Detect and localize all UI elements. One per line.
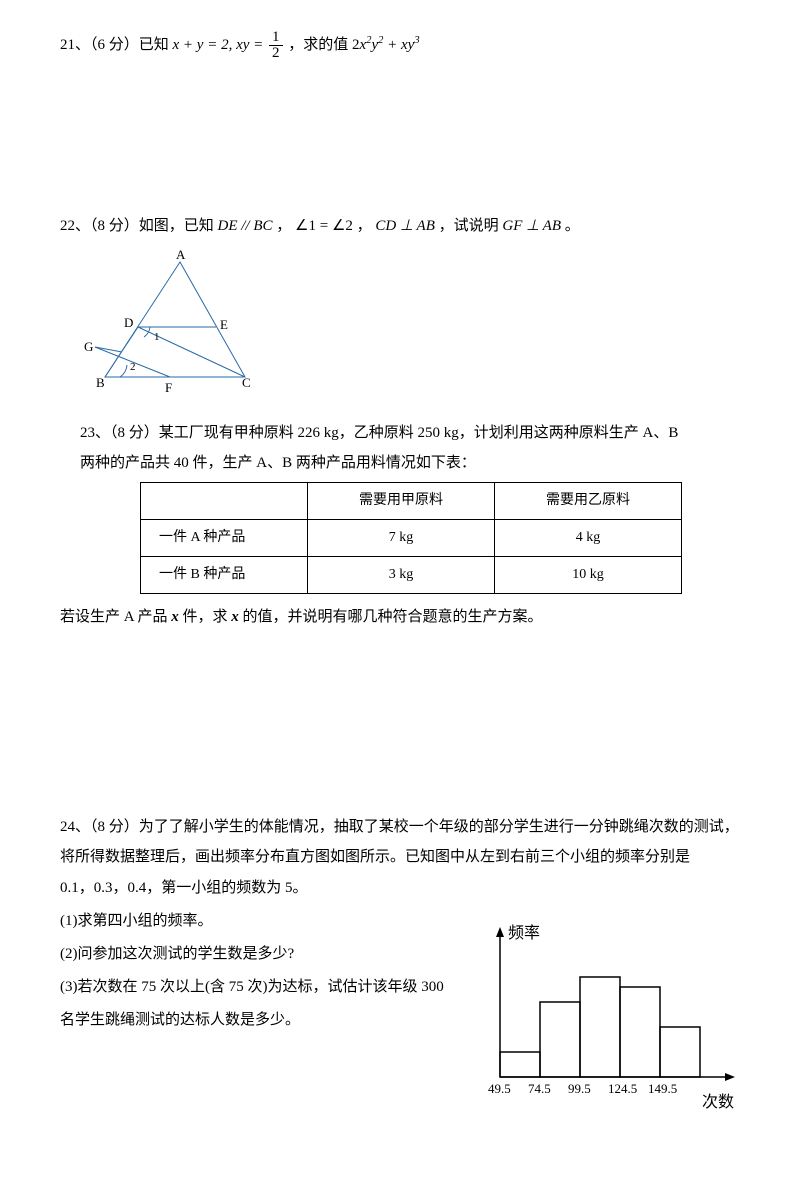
q22-p2: ∠1 = ∠2 — [295, 218, 353, 234]
q24-line7: 名学生跳绳测试的达标人数是多少。 — [60, 1004, 470, 1037]
lbl-D: D — [124, 315, 133, 330]
q21-eq1: x + y = 2, xy = — [173, 37, 268, 53]
q22-p1: DE // BC — [218, 218, 273, 234]
q22-mid: ，试说明 — [439, 218, 499, 234]
cell-r2c2: 3 kg — [308, 557, 495, 594]
svg-text:次数: 次数 — [702, 1093, 734, 1111]
q23-x2: x — [231, 609, 239, 625]
cell-r1c1: 一件 A 种产品 — [141, 520, 308, 557]
q22-p3: CD ⊥ AB — [375, 218, 434, 234]
svg-text:74.5: 74.5 — [528, 1081, 551, 1096]
q23-l3c: 的值，并说明有哪几种符合题意的生产方案。 — [239, 609, 543, 625]
q22-c1: ， — [276, 218, 291, 234]
q24-histogram: 频率次数 49.5 74.5 99.5 124.5 149.5 — [480, 922, 740, 1123]
q23-x1: x — [171, 609, 179, 625]
svg-text:124.5: 124.5 — [608, 1081, 637, 1096]
lbl-B: B — [96, 375, 105, 390]
table-row: 需要用甲原料 需要用乙原料 — [141, 483, 682, 520]
question-24: 24、（8 分）为了了解小学生的体能情况，抽取了某校一个年级的部分学生进行一分钟… — [60, 812, 740, 1123]
q22-end: 。 — [565, 218, 580, 234]
cell-r1c3: 4 kg — [495, 520, 682, 557]
q22-label: 22、（8 分）如图，已知 — [60, 218, 214, 234]
lbl-1: 1 — [154, 331, 160, 343]
table-row: 一件 A 种产品 7 kg 4 kg — [141, 520, 682, 557]
q21-mid: ，求的值 — [288, 37, 348, 53]
frac-den: 2 — [269, 46, 283, 61]
q22-figure: A B C D E F G 1 2 — [80, 247, 740, 408]
question-22: 22、（8 分）如图，已知 DE // BC ， ∠1 = ∠2 ， CD ⊥ … — [60, 211, 740, 408]
lbl-C: C — [242, 375, 251, 390]
q21-eq2: x2y2 + xy3 — [360, 37, 420, 53]
frac-num: 1 — [269, 30, 283, 46]
q24-line2: 将所得数据整理后，画出频率分布直方图如图所示。已知图中从左到右前三个小组的频率分… — [60, 842, 740, 872]
q21-coef: 2 — [352, 37, 360, 53]
lbl-2: 2 — [130, 361, 136, 373]
q21-label: 21、（6 分）已知 — [60, 37, 169, 53]
q24-line3: 0.1，0.3，0.4，第一小组的频数为 5。 — [60, 872, 470, 905]
cell-h3: 需要用乙原料 — [495, 483, 682, 520]
q22-c2: ， — [357, 218, 372, 234]
svg-text:频率: 频率 — [508, 924, 540, 942]
q21-frac: 1 2 — [269, 30, 283, 61]
question-21: 21、（6 分）已知 x + y = 2, xy = 1 2 ，求的值 2x2y… — [60, 30, 740, 61]
q23-l3a: 若设生产 A 产品 — [60, 609, 171, 625]
q24-line5: (2)问参加这次测试的学生数是多少? — [60, 938, 470, 971]
lbl-F: F — [165, 380, 172, 395]
cell-r2c3: 10 kg — [495, 557, 682, 594]
table-row: 一件 B 种产品 3 kg 10 kg — [141, 557, 682, 594]
q23-table: 需要用甲原料 需要用乙原料 一件 A 种产品 7 kg 4 kg 一件 B 种产… — [140, 482, 682, 594]
cell-h2: 需要用甲原料 — [308, 483, 495, 520]
q23-l3b: 件，求 — [179, 609, 232, 625]
cell-r1c2: 7 kg — [308, 520, 495, 557]
q24-line4: (1)求第四小组的频率。 — [60, 905, 470, 938]
q24-text-column: 0.1，0.3，0.4，第一小组的频数为 5。 (1)求第四小组的频率。 (2)… — [60, 872, 470, 1037]
cell-r2c1: 一件 B 种产品 — [141, 557, 308, 594]
svg-text:49.5: 49.5 — [488, 1081, 511, 1096]
q24-line1: 24、（8 分）为了了解小学生的体能情况，抽取了某校一个年级的部分学生进行一分钟… — [60, 812, 740, 842]
lbl-G: G — [84, 339, 93, 354]
svg-text:149.5: 149.5 — [648, 1081, 677, 1096]
lbl-E: E — [220, 317, 228, 332]
q23-line2: 两种的产品共 40 件，生产 A、B 两种产品用料情况如下表： — [80, 448, 740, 478]
q22-p4: GF ⊥ AB — [502, 218, 561, 234]
q22-text: 22、（8 分）如图，已知 DE // BC ， ∠1 = ∠2 ， CD ⊥ … — [60, 211, 740, 241]
cell-h1 — [141, 483, 308, 520]
q24-line6: (3)若次数在 75 次以上(含 75 次)为达标，试估计该年级 300 — [60, 971, 470, 1004]
q23-line1: 23、（8 分）某工厂现有甲种原料 226 kg，乙种原料 250 kg，计划利… — [80, 418, 740, 448]
lbl-A: A — [176, 247, 186, 262]
question-23: 23、（8 分）某工厂现有甲种原料 226 kg，乙种原料 250 kg，计划利… — [60, 418, 740, 632]
svg-text:99.5: 99.5 — [568, 1081, 591, 1096]
q23-line3: 若设生产 A 产品 x 件，求 x 的值，并说明有哪几种符合题意的生产方案。 — [60, 602, 740, 632]
